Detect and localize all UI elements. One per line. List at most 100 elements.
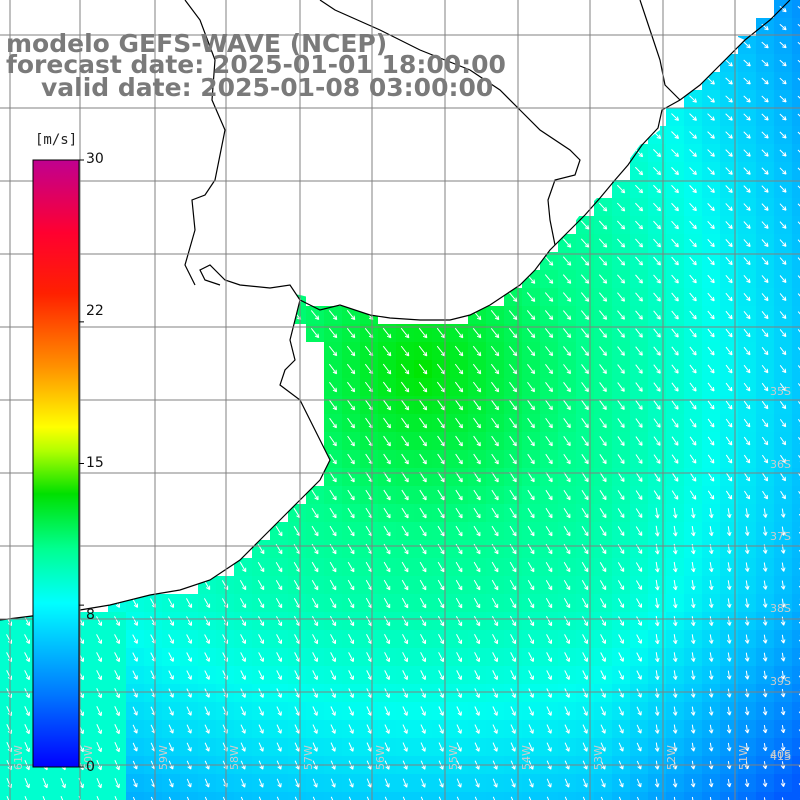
wind-arrow <box>671 220 679 230</box>
wind-arrow <box>725 185 733 193</box>
wind-arrow <box>689 418 697 428</box>
wind-arrow <box>294 652 300 663</box>
wind-arrow <box>779 400 787 410</box>
wind-arrow <box>474 688 480 698</box>
wind-arrow <box>544 256 554 266</box>
wind-cell <box>450 792 468 800</box>
wind-cell <box>558 792 576 800</box>
title-forecast-date: forecast date: 2025-01-01 18:00:00 <box>6 50 506 79</box>
wind-arrow <box>329 579 337 591</box>
wind-cell <box>180 792 198 800</box>
wind-arrow <box>798 455 800 462</box>
wind-arrow <box>239 598 247 609</box>
wind-arrow <box>528 688 534 698</box>
wind-arrow <box>509 399 517 411</box>
wind-arrow <box>96 670 102 681</box>
wind-cell <box>756 792 774 800</box>
wind-arrow <box>581 508 589 519</box>
wind-arrow <box>780 670 786 680</box>
wind-arrow <box>330 724 336 734</box>
wind-arrow <box>510 634 517 645</box>
wind-arrow <box>743 328 751 338</box>
wind-arrow <box>616 220 626 230</box>
wind-arrow <box>96 616 103 627</box>
wind-cell <box>792 306 800 324</box>
wind-arrow <box>743 310 751 320</box>
wind-arrow <box>563 561 571 573</box>
wind-arrow <box>258 670 264 680</box>
wind-cell <box>576 792 594 800</box>
colorbar-tick-label: 15 <box>86 455 104 471</box>
longitude-label: 56W <box>374 745 387 770</box>
wind-arrow <box>617 400 625 410</box>
wind-arrow <box>312 796 316 800</box>
wind-arrow <box>311 597 319 609</box>
wind-arrow <box>384 634 391 645</box>
wind-arrow <box>797 293 800 300</box>
wind-arrow <box>743 131 751 139</box>
wind-arrow <box>779 23 787 31</box>
wind-cell <box>792 558 800 576</box>
wind-arrow <box>654 634 660 645</box>
wind-arrow <box>544 274 554 284</box>
wind-arrow <box>222 796 226 800</box>
wind-arrow <box>672 561 678 573</box>
wind-arrow <box>24 634 31 645</box>
wind-arrow <box>240 796 244 800</box>
wind-arrow <box>420 652 427 663</box>
wind-arrow <box>420 778 426 788</box>
wind-arrow <box>419 597 427 609</box>
wind-arrow <box>761 346 769 356</box>
wind-arrow <box>546 724 552 734</box>
wind-arrow <box>689 310 697 320</box>
wind-arrow <box>472 327 482 339</box>
wind-arrow <box>526 346 536 357</box>
wind-arrow <box>509 616 517 627</box>
wind-cell <box>792 198 800 216</box>
wind-arrow <box>348 778 354 788</box>
wind-arrow <box>781 797 784 800</box>
wind-arrow <box>114 706 120 717</box>
wind-arrow <box>779 418 787 428</box>
wind-arrow <box>761 418 769 428</box>
wind-arrow <box>545 525 553 537</box>
wind-arrow <box>60 795 64 800</box>
wind-arrow <box>257 580 265 591</box>
wind-arrow <box>725 59 733 67</box>
wind-arrow <box>455 561 463 573</box>
wind-arrow <box>635 292 643 302</box>
wind-arrow <box>761 131 769 139</box>
wind-arrow <box>24 724 30 735</box>
wind-arrow <box>472 345 482 357</box>
wind-arrow <box>653 256 661 266</box>
wind-arrow <box>240 688 246 698</box>
wind-arrow <box>743 221 751 229</box>
wind-arrow <box>689 256 697 266</box>
wind-arrow <box>562 292 572 302</box>
wind-arrow <box>204 670 210 680</box>
wind-arrow <box>690 742 696 752</box>
wind-arrow <box>708 652 714 662</box>
wind-arrow <box>563 525 571 537</box>
wind-arrow <box>347 579 355 591</box>
wind-arrow <box>311 525 319 537</box>
wind-arrow <box>653 472 661 482</box>
wind-arrow <box>600 796 604 800</box>
wind-arrow <box>726 724 732 734</box>
wind-cell <box>432 792 450 800</box>
wind-arrow <box>689 238 697 248</box>
wind-cell <box>0 792 18 800</box>
colorbar-tick-label: 8 <box>86 607 95 623</box>
wind-arrow <box>671 490 679 500</box>
wind-arrow <box>725 203 733 212</box>
wind-arrow <box>329 561 337 573</box>
wind-arrow <box>725 418 733 428</box>
border-uruguay-brazil <box>319 0 581 246</box>
wind-arrow <box>491 453 499 465</box>
wind-arrow <box>186 688 192 698</box>
wind-arrow <box>672 670 678 680</box>
wind-arrow <box>438 670 444 681</box>
wind-arrow <box>402 742 408 752</box>
wind-arrow <box>582 796 586 800</box>
wind-arrow <box>526 328 536 339</box>
